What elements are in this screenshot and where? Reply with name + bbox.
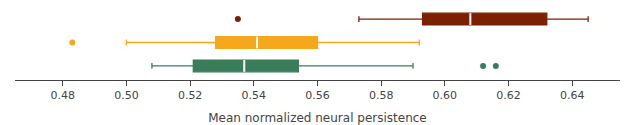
svg-text:0.50: 0.50 <box>114 89 139 102</box>
svg-text:0.52: 0.52 <box>178 89 203 102</box>
svg-text:0.58: 0.58 <box>369 89 394 102</box>
svg-text:0.60: 0.60 <box>433 89 458 102</box>
svg-text:0.64: 0.64 <box>560 89 585 102</box>
svg-text:0.48: 0.48 <box>51 89 75 102</box>
svg-text:Mean normalized neural persist: Mean normalized neural persistence <box>208 111 426 125</box>
svg-text:0.54: 0.54 <box>242 89 267 102</box>
svg-text:0.62: 0.62 <box>496 89 521 102</box>
svg-text:0.56: 0.56 <box>305 89 330 102</box>
